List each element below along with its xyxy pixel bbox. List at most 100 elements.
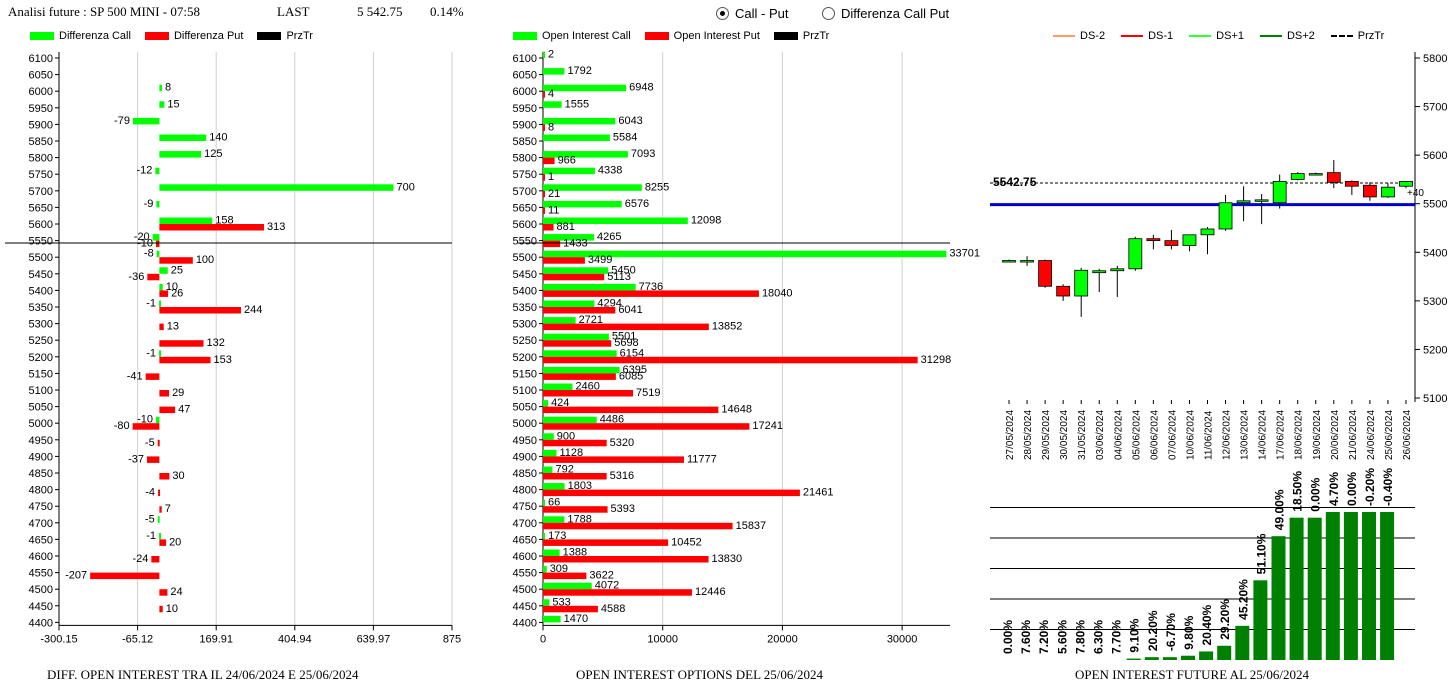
- candle-body: [1164, 240, 1179, 246]
- put-bar: [543, 174, 545, 181]
- legend-line-prztr: [1330, 35, 1353, 37]
- call-bar: [157, 516, 160, 523]
- strike-label: 4850: [29, 468, 53, 480]
- radio-diff-call-put[interactable]: Differenza Call Put: [822, 6, 949, 21]
- future-oi-bar: [1362, 512, 1376, 660]
- date-label: 14/06/2024: [1258, 410, 1269, 460]
- call-bar: [543, 51, 545, 58]
- call-bar: [543, 217, 688, 224]
- strike-label: 5850: [513, 136, 537, 148]
- strike-label: 5200: [29, 352, 53, 364]
- bar-value-label: -1: [146, 298, 156, 310]
- candle-body: [1182, 234, 1197, 246]
- bar-value-label: 29: [172, 387, 184, 399]
- bar-value-label: -4: [145, 487, 155, 499]
- bar-value-label: 7093: [631, 148, 655, 160]
- x-tick-label: -300.15: [40, 633, 77, 645]
- legend-oi: Open Interest Call Open Interest Put Prz…: [513, 30, 829, 42]
- put-bar: [543, 224, 554, 231]
- bar-value-label: 10: [166, 281, 178, 293]
- call-bar: [159, 267, 168, 274]
- put-bar: [159, 307, 241, 314]
- call-bar: [543, 151, 628, 158]
- future-oi-label: 9.10%: [1128, 618, 1142, 652]
- put-bar: [543, 207, 545, 214]
- call-bar: [159, 300, 162, 307]
- bar-value-label: 21: [548, 188, 560, 200]
- legend-line-ds+2: [1259, 35, 1282, 37]
- strike-label: 5050: [29, 402, 53, 414]
- put-bar: [543, 257, 585, 264]
- strike-label: 6050: [29, 70, 53, 82]
- radio-call-put[interactable]: Call - Put: [716, 6, 788, 21]
- future-oi-bar: [1343, 512, 1358, 660]
- bar-value-label: 8: [165, 82, 171, 94]
- legend-label: PrzTr: [286, 30, 313, 42]
- footer-oi: OPEN INTEREST OPTIONS DEL 25/06/2024: [576, 667, 823, 682]
- candle-body: [1344, 180, 1359, 187]
- legend-item-put: Open Interest Put: [644, 30, 760, 42]
- put-bar: [159, 356, 211, 364]
- call-bar: [543, 483, 565, 490]
- strike-label: 4950: [513, 435, 537, 447]
- strike-label: 4400: [29, 617, 53, 629]
- x-tick-label: 10000: [647, 633, 678, 645]
- legend-label: DS+1: [1216, 30, 1244, 42]
- strike-label: 5300: [29, 319, 53, 331]
- price-tick-label: 5100: [1423, 393, 1447, 405]
- price-tick-label: 5200: [1423, 344, 1447, 356]
- bar-value-label: 309: [550, 563, 568, 575]
- strike-label: 5100: [513, 385, 537, 397]
- strike-label: 4500: [29, 584, 53, 596]
- bar-value-label: -12: [136, 165, 152, 177]
- put-bar: [159, 605, 163, 613]
- bar-value-label: 4294: [597, 298, 621, 310]
- future-oi-label: 51.10%: [1254, 533, 1268, 574]
- put-bar: [543, 489, 800, 497]
- strike-label: 4500: [513, 584, 537, 596]
- bar-value-label: -1: [146, 347, 156, 359]
- future-oi-label: 9.80%: [1182, 615, 1196, 649]
- future-oi-label: -0.40%: [1381, 468, 1395, 506]
- future-oi-bar: [1271, 536, 1286, 660]
- x-tick-label: 639.97: [357, 633, 391, 645]
- call-bar: [543, 300, 595, 307]
- bar-value-label: 1555: [565, 98, 589, 110]
- bar-value-label: 5450: [611, 264, 635, 276]
- date-label: 21/06/2024: [1348, 410, 1359, 460]
- radio-unselected-icon: [822, 7, 835, 20]
- future-oi-label: 5.60%: [1055, 620, 1069, 654]
- call-bar: [543, 366, 620, 374]
- candle-body: [1272, 180, 1287, 204]
- candle-body: [1254, 199, 1269, 202]
- call-bar: [155, 167, 160, 175]
- call-bar: [159, 532, 162, 540]
- strike-label: 4900: [29, 451, 53, 463]
- legend-label: Differenza Put: [173, 30, 244, 42]
- put-bar: [159, 224, 265, 231]
- candle-body: [1128, 238, 1143, 270]
- put-bar: [543, 290, 759, 297]
- call-bar: [159, 151, 202, 158]
- x-tick-label: 30000: [887, 633, 918, 645]
- put-bar: [543, 356, 918, 364]
- strike-label: 5950: [29, 103, 53, 115]
- date-label: 30/05/2024: [1059, 410, 1070, 460]
- put-bar: [90, 572, 160, 580]
- bar-value-label: 1128: [560, 447, 584, 459]
- legend-item-ds-2: DS-2: [1053, 30, 1105, 42]
- call-bar: [159, 84, 163, 92]
- call-bar: [543, 516, 565, 523]
- legend-diff: Differenza Call Differenza Put PrzTr: [30, 30, 313, 42]
- candle-body: [1110, 268, 1125, 272]
- legend-line-ds+1: [1189, 35, 1212, 37]
- bar-value-label: 5393: [611, 503, 635, 515]
- bar-value-label: -24: [132, 553, 148, 565]
- strike-label: 5350: [513, 302, 537, 314]
- strike-label: 5150: [513, 368, 537, 380]
- date-label: 27/05/2024: [1005, 410, 1016, 460]
- call-bar: [543, 250, 947, 258]
- bar-value-label: -36: [128, 271, 144, 283]
- put-bar: [145, 373, 160, 380]
